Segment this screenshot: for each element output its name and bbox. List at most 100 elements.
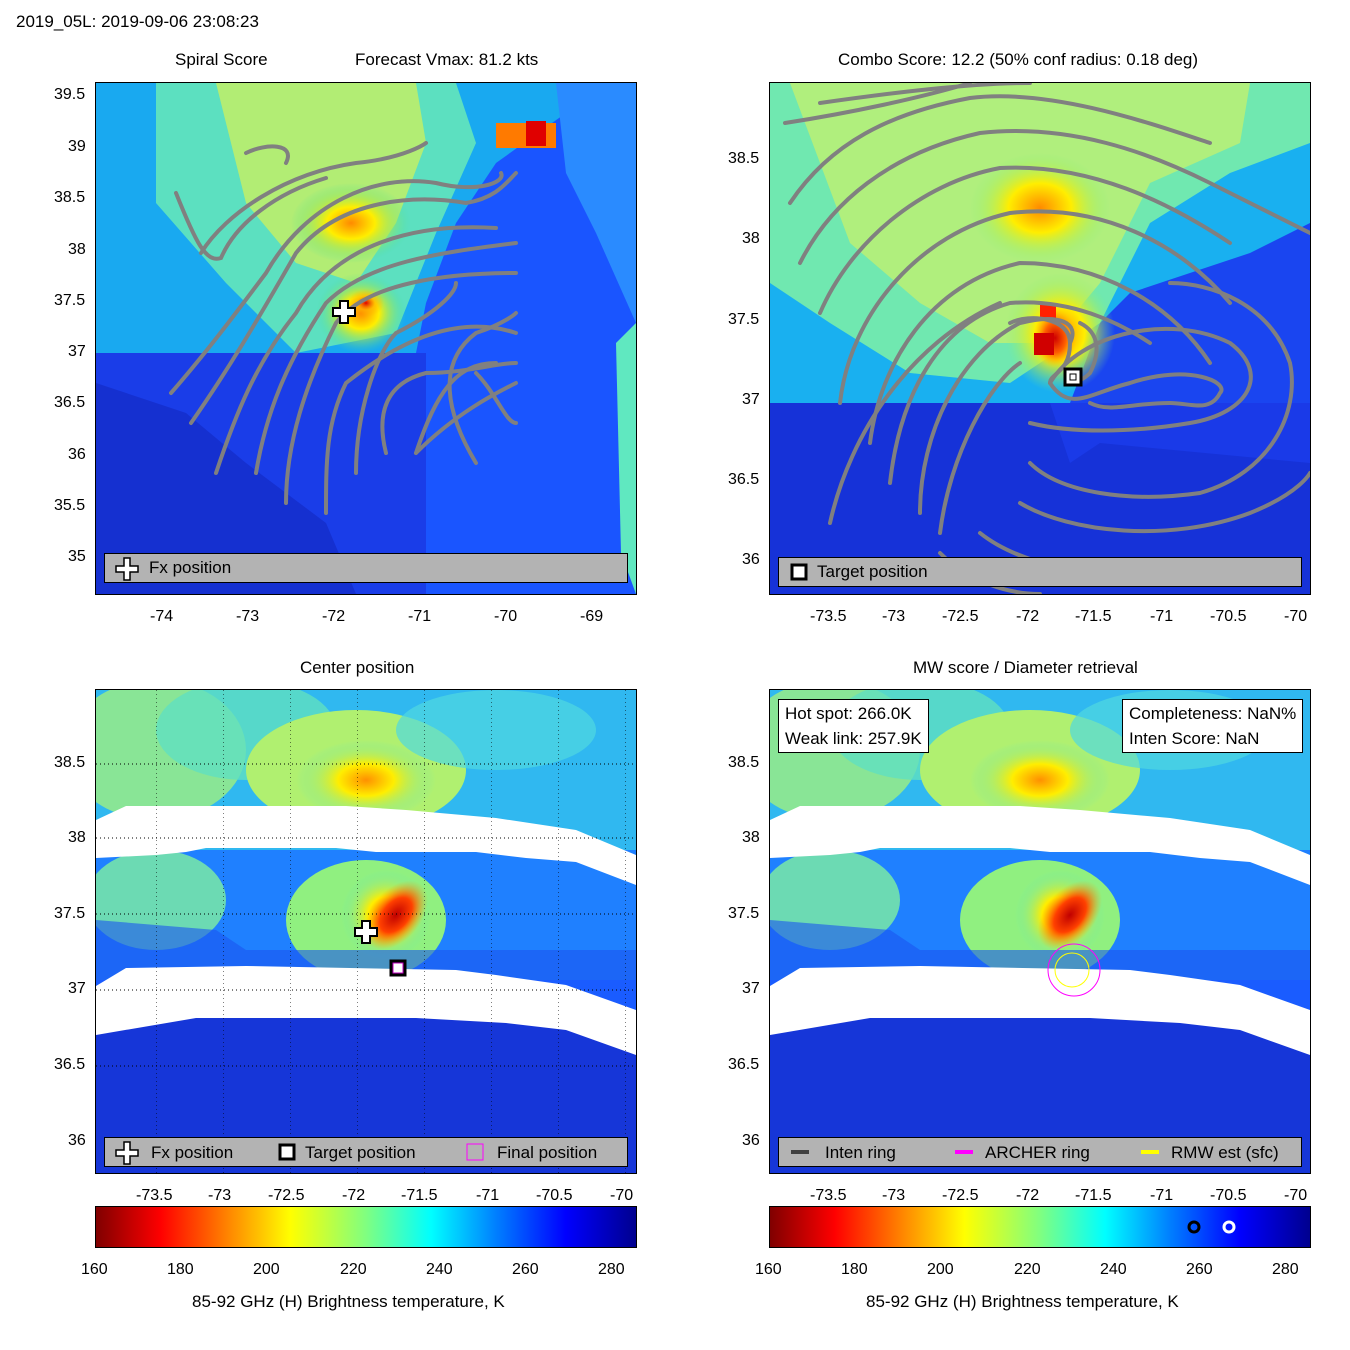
x-tick: -70.5 [1210,1187,1247,1204]
panel4-hotspot-box: Hot spot: 266.0K Weak link: 257.9K [778,699,929,753]
x-tick: -73 [882,608,906,625]
weak-link-marker [1187,1220,1201,1234]
y-tick: 38 [68,829,86,846]
panel4-plot: Hot spot: 266.0K Weak link: 257.9K Compl… [769,689,1311,1174]
x-tick: -72.5 [942,1187,979,1204]
archer-ring-icon [955,1150,973,1154]
hot-spot-marker [1222,1220,1236,1234]
panel2-plot: Target position [769,82,1311,595]
y-tick: 38 [742,230,760,247]
colorbar-markers [1187,1220,1236,1234]
target-position-icon [278,1143,296,1161]
x-tick: -71 [1150,608,1174,625]
colorbar-tick: 260 [1186,1261,1213,1278]
colorbar-tick: 160 [755,1261,782,1278]
colorbar-tick: 280 [1272,1261,1299,1278]
fx-position-icon [115,1141,139,1165]
x-tick: -71.5 [1075,608,1112,625]
y-tick: 37.5 [728,311,760,328]
panel4-legend: Inten ring ARCHER ring RMW est (sfc) [778,1137,1302,1167]
y-tick: 36 [68,446,86,463]
x-tick: -72.5 [268,1187,305,1204]
panel3-plot: Fx position Target position Final positi… [95,689,637,1174]
panel1-plot: Fx position [95,82,637,595]
panel2-legend: Target position [778,557,1302,587]
x-tick: -73.5 [136,1187,173,1204]
y-tick: 37 [68,343,86,360]
x-tick: -73.5 [810,1187,847,1204]
y-tick: 36.5 [728,471,760,488]
panel3-legend: Fx position Target position Final positi… [104,1137,628,1167]
y-tick: 38.5 [728,150,760,167]
panel1-title-right: Forecast Vmax: 81.2 kts [355,50,539,69]
x-tick: -72 [1016,608,1040,625]
x-tick: -70 [1284,1187,1308,1204]
colorbar-tick: 180 [167,1261,194,1278]
x-tick: -73 [882,1187,906,1204]
y-tick: 38 [742,829,760,846]
y-tick: 37.5 [54,292,86,309]
colorbar-right [769,1206,1311,1248]
panel4-legend-inten-label: Inten ring [825,1143,896,1162]
panel3-title: Center position [300,658,415,677]
x-tick: -73.5 [810,608,847,625]
rmw-ring [1054,952,1090,988]
y-tick: 36.5 [54,394,86,411]
y-tick: 38 [68,241,86,258]
x-tick: -72 [342,1187,366,1204]
colorbar-tick: 240 [426,1261,453,1278]
colorbar-tick: 280 [598,1261,625,1278]
y-tick: 36.5 [728,1056,760,1073]
panel1-legend: Fx position [104,553,628,583]
completeness-text: Completeness: NaN% [1129,704,1297,723]
x-tick: -73 [208,1187,232,1204]
panel1-legend-fx-label: Fx position [149,558,232,577]
panel4-legend-archer-label: ARCHER ring [985,1143,1090,1162]
y-tick: 37 [68,980,86,997]
x-tick: -71 [408,608,432,625]
panel3-legend-final-label: Final position [497,1143,598,1162]
y-tick: 37 [742,391,760,408]
panel2-target-marker [1063,367,1083,387]
panel4-completeness-box: Completeness: NaN% Inten Score: NaN [1122,699,1304,753]
y-tick: 37.5 [728,905,760,922]
target-position-icon [790,563,808,581]
panel1-title-left: Spiral Score [175,50,268,69]
fx-position-icon [115,557,139,581]
x-tick: -73 [236,608,260,625]
y-tick: 38.5 [54,754,86,771]
panel3-svg [96,690,636,1173]
rmw-est-icon [1141,1150,1159,1154]
x-tick: -71 [476,1187,500,1204]
x-tick: -70 [610,1187,634,1204]
y-tick: 36.5 [54,1056,86,1073]
panel4-title: MW score / Diameter retrieval [913,658,1138,677]
x-tick: -71 [1150,1187,1174,1204]
colorbar-left [95,1206,637,1248]
x-tick: -71.5 [401,1187,438,1204]
inten-score-text: Inten Score: NaN [1129,729,1260,748]
inten-ring-icon [791,1150,809,1154]
y-tick: 36 [68,1132,86,1149]
y-tick: 35.5 [54,497,86,514]
y-tick: 38.5 [728,754,760,771]
panel4-svg [770,690,1310,1173]
colorbar-tick: 200 [927,1261,954,1278]
panel2-title: Combo Score: 12.2 (50% conf radius: 0.18… [838,50,1199,69]
colorbar-tick: 240 [1100,1261,1127,1278]
panel1-fx-marker [332,300,356,324]
x-tick: -72 [322,608,346,625]
colorbar-left-label: 85-92 GHz (H) Brightness temperature, K [192,1292,505,1311]
panel1-svg [96,83,636,594]
y-tick: 39 [68,138,86,155]
panel2-svg [770,83,1310,594]
x-tick: -70.5 [1210,608,1247,625]
y-tick: 35 [68,548,86,565]
x-tick: -70.5 [536,1187,573,1204]
final-position-icon [466,1143,484,1161]
colorbar-tick: 180 [841,1261,868,1278]
y-tick: 37 [742,980,760,997]
colorbar-tick: 200 [253,1261,280,1278]
y-tick: 36 [742,1132,760,1149]
panel3-legend-fx-label: Fx position [151,1143,234,1162]
